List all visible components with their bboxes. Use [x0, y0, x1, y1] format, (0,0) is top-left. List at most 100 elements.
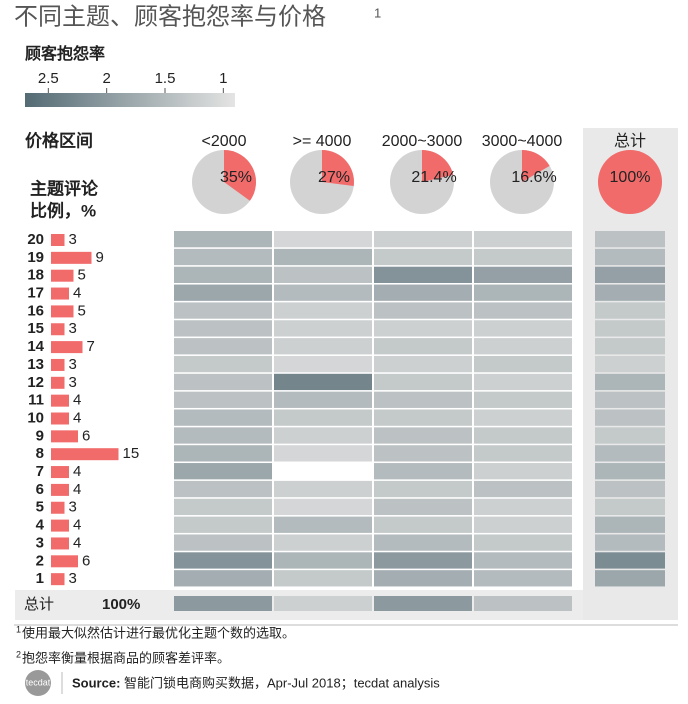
bar-label: 4	[73, 285, 81, 302]
heat-cell	[595, 266, 665, 283]
heat-cell	[274, 552, 372, 569]
bar	[51, 448, 119, 461]
heat-cell	[174, 516, 272, 533]
heat-cell	[174, 409, 272, 426]
heat-cell	[274, 248, 372, 266]
bar-label: 4	[73, 409, 81, 426]
row-label: 19	[27, 249, 44, 266]
heat-cell	[274, 480, 372, 498]
pie-label: 35%	[220, 169, 252, 186]
share-title: 比例，%	[30, 200, 96, 220]
bar	[51, 466, 69, 479]
heat-cell	[174, 480, 272, 498]
row-label: 1	[36, 570, 44, 587]
heat-cell	[474, 570, 572, 587]
heat-cell	[274, 498, 372, 516]
pie-label: 21.4%	[411, 169, 456, 186]
bar-label: 4	[73, 392, 81, 409]
heat-cell	[595, 248, 665, 266]
heat-cell	[595, 391, 665, 408]
bar	[51, 430, 78, 443]
heat-cell	[595, 427, 665, 444]
title: 不同主题、顾客抱怨率与价格	[14, 3, 326, 30]
heat-cell	[595, 284, 665, 301]
row-label: 5	[36, 499, 44, 516]
heat-cell	[374, 570, 472, 587]
pie-label: 27%	[318, 169, 350, 186]
heat-cell	[374, 480, 472, 498]
title-note: 1	[374, 5, 381, 20]
heat-cell	[595, 534, 665, 551]
share-title: 主题评论	[30, 178, 99, 198]
bar	[51, 287, 69, 300]
heat-cell	[374, 516, 472, 533]
bar-label: 6	[82, 552, 90, 569]
heat-cell	[374, 373, 472, 391]
bar-label: 3	[69, 356, 77, 373]
bar-label: 4	[73, 463, 81, 480]
heat-cell	[595, 409, 665, 426]
heat-cell	[595, 570, 665, 587]
heat-cell	[595, 320, 665, 337]
bar-label: 5	[78, 302, 86, 319]
pie-label: 16.6%	[511, 169, 556, 186]
heat-cell	[374, 231, 472, 248]
heat-cell	[174, 427, 272, 444]
row-label: 15	[27, 320, 44, 337]
bar-label: 9	[96, 249, 104, 266]
footnote-mark: 1	[16, 624, 21, 634]
heat-cell	[474, 302, 572, 319]
heat-cell	[474, 534, 572, 551]
heat-cell	[174, 302, 272, 319]
heat-cell	[274, 302, 372, 319]
heat-cell	[474, 391, 572, 408]
row-label: 12	[27, 374, 44, 391]
bar-label: 15	[123, 445, 140, 462]
row-label: 13	[27, 356, 44, 373]
heat-cell	[274, 516, 372, 533]
heat-cell	[374, 409, 472, 426]
heat-cell	[474, 231, 572, 248]
row-label: 18	[27, 267, 44, 284]
heat-cell	[174, 552, 272, 569]
total-share: 100%	[102, 596, 140, 613]
bar	[51, 358, 65, 371]
heat-cell	[274, 409, 372, 426]
bar-label: 3	[69, 374, 77, 391]
heat-cell	[474, 266, 572, 283]
total-label: 总计	[24, 596, 54, 613]
heat-total-cell	[474, 596, 572, 611]
column-label: 3000~4000	[482, 133, 563, 150]
heat-cell	[374, 445, 472, 462]
row-label: 3	[36, 534, 44, 551]
heat-cell	[595, 498, 665, 516]
bar	[51, 305, 74, 318]
column-label: 总计	[614, 132, 646, 150]
heat-cell	[174, 338, 272, 355]
pie-slice	[422, 150, 454, 182]
heat-cell	[595, 231, 665, 248]
heat-cell	[174, 570, 272, 587]
row-label: 6	[36, 481, 44, 498]
heat-cell	[174, 498, 272, 516]
heat-cell	[174, 248, 272, 266]
heat-cell	[474, 463, 572, 480]
heat-cell	[374, 498, 472, 516]
row-label: 2	[36, 552, 44, 569]
pie-slice	[522, 150, 550, 182]
heat-cell	[174, 320, 272, 337]
pie-slice	[598, 150, 662, 214]
bar	[51, 412, 69, 425]
bar-label: 6	[82, 427, 90, 444]
heat-cell	[174, 355, 272, 373]
heat-cell	[595, 463, 665, 480]
heat-cell	[374, 391, 472, 408]
bar-label: 7	[87, 338, 95, 355]
heat-cell	[274, 338, 372, 355]
bar-label: 3	[69, 320, 77, 337]
heat-cell	[174, 391, 272, 408]
bar	[51, 341, 83, 354]
pie-label: 100%	[610, 169, 651, 186]
bar-label: 5	[78, 267, 86, 284]
